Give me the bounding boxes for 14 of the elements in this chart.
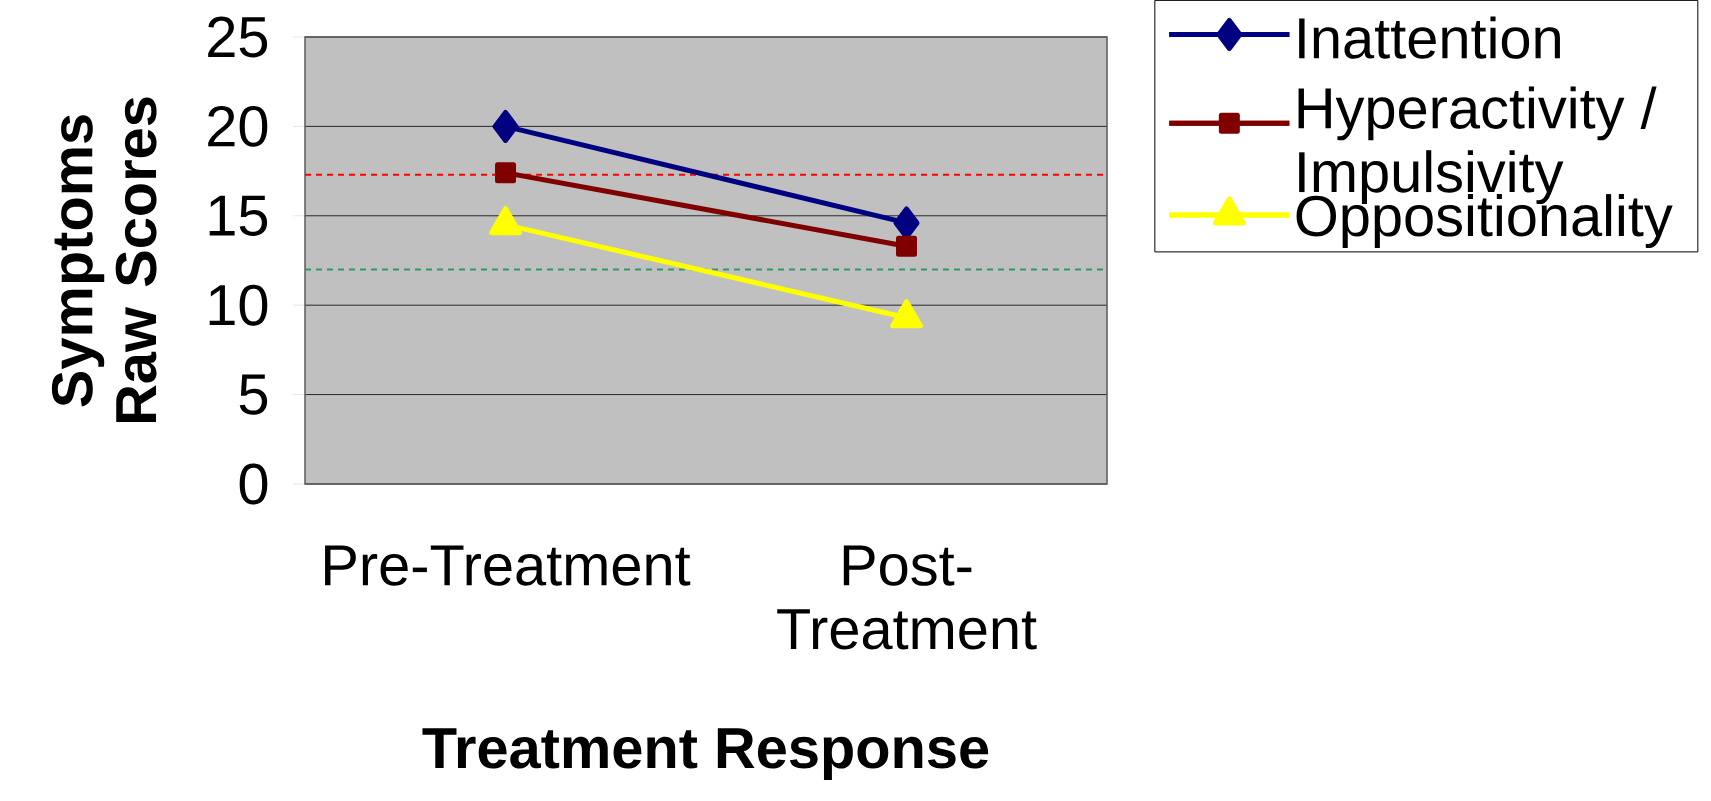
legend-label: Inattention <box>1299 16 1560 59</box>
point <box>896 235 918 257</box>
y-tick-label: 20 <box>208 105 268 147</box>
x-tick-label: Post-Treatment <box>777 545 1037 650</box>
y-tick-label: 10 <box>209 284 268 326</box>
point <box>492 109 519 143</box>
y-tick-label: 25 <box>208 16 268 58</box>
x-axis-title: Treatment Response <box>422 728 989 780</box>
y-tick-label: 5 <box>239 374 268 415</box>
x-tick-label: Pre-Treatment <box>325 545 691 586</box>
y-axis-title: Symptoms Raw Scores <box>51 97 157 423</box>
y-tick-label: 0 <box>239 463 268 505</box>
y-tick-label: 15 <box>209 195 268 236</box>
point <box>495 162 517 184</box>
